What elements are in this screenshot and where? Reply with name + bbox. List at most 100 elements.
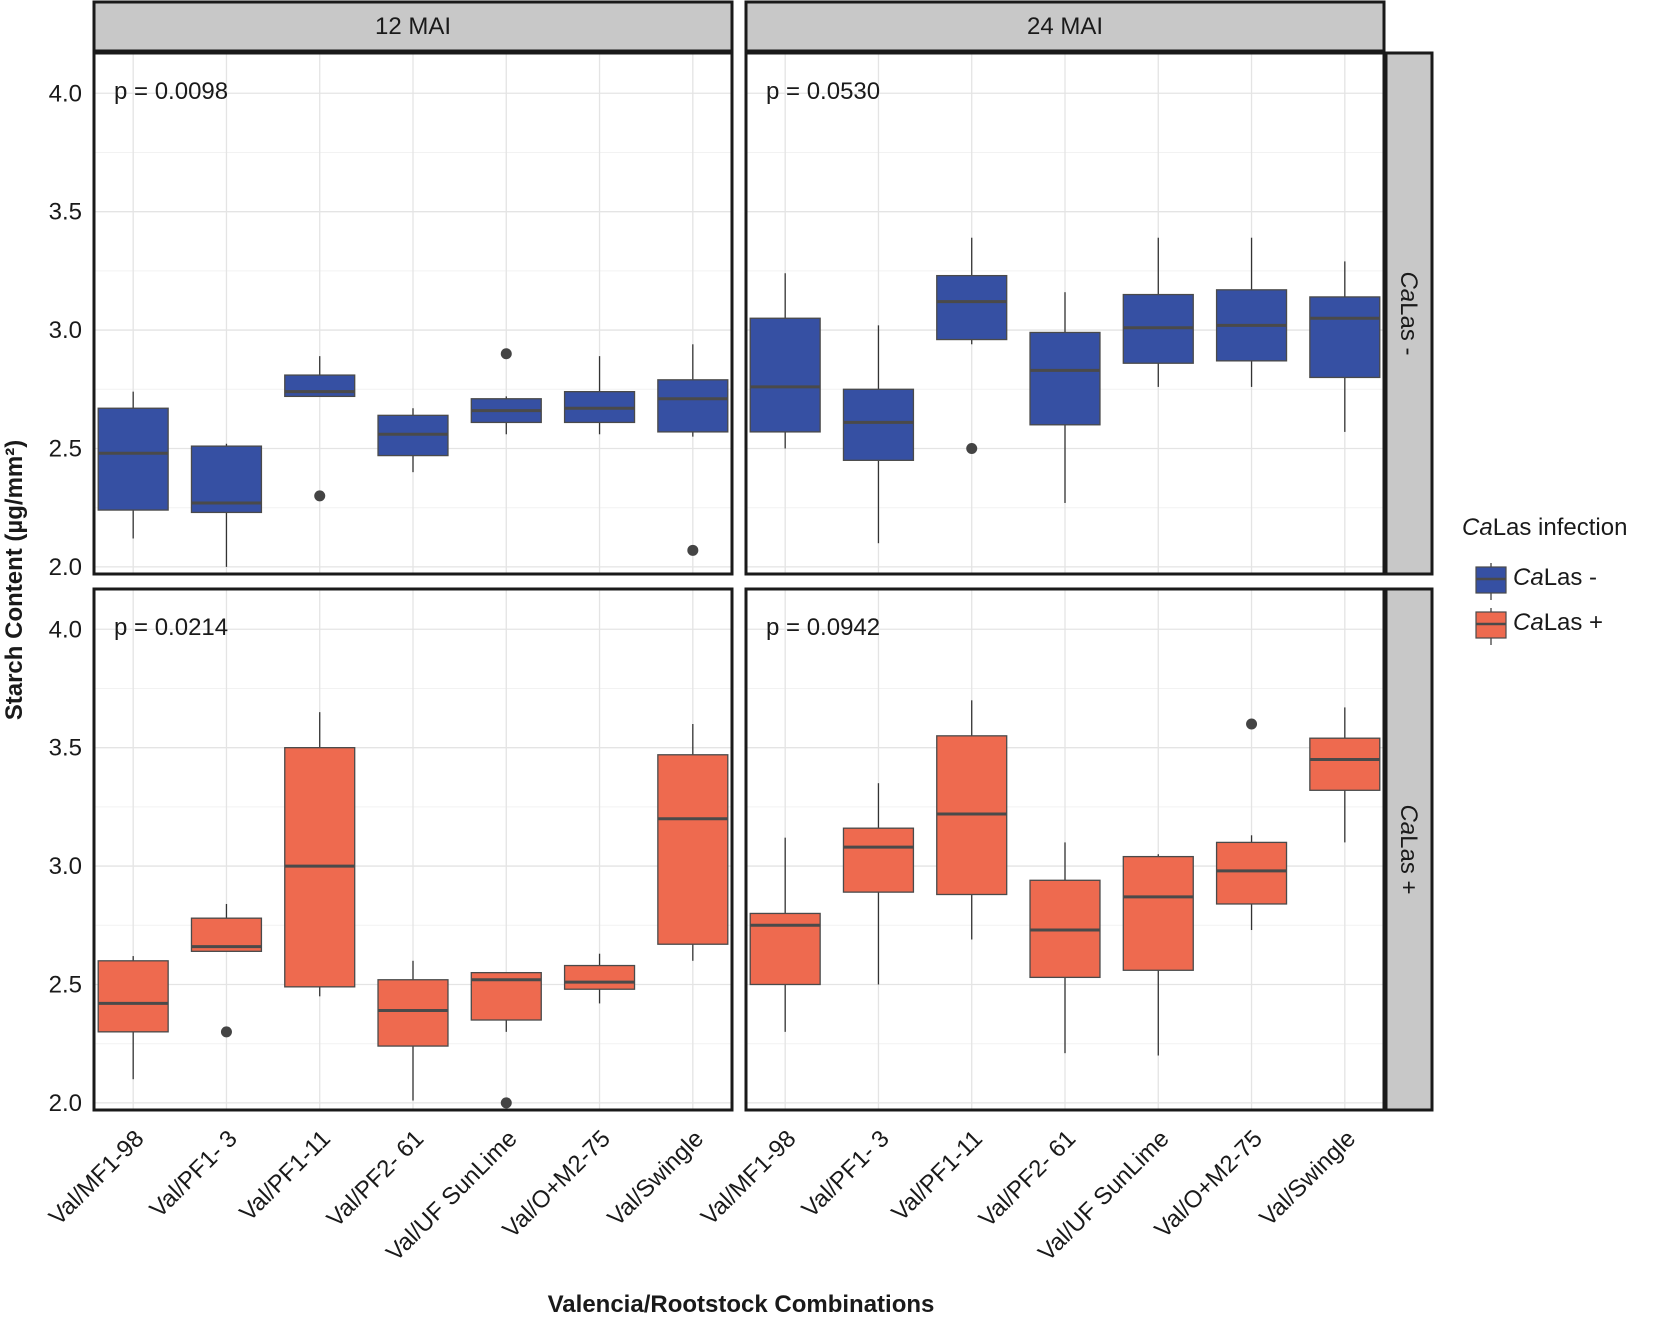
x-tick-label: Val/PF1- 3: [145, 1125, 243, 1223]
x-axis-title: Valencia/Rootstock Combinations: [548, 1291, 935, 1318]
y-tick-label: 4.0: [49, 616, 82, 643]
facet-panels: 12 MAI 24 MAI CaLas - CaLas + p = 0.0098 2.0 2…: [44, 0, 1434, 1267]
x-tick-label: Val/Swingle: [603, 1125, 710, 1232]
box-val-pf1-3: [842, 783, 915, 985]
box-val-pf2-61: [377, 960, 449, 1101]
box-body: [657, 379, 729, 433]
y-tick-label: 3.0: [49, 317, 82, 344]
row-strip-label-0: CaLas -: [1396, 271, 1423, 355]
box-body: [284, 374, 356, 398]
box-val-pf2-61: [377, 408, 449, 473]
box-body: [936, 274, 1008, 341]
box-val-uf-sunlime: [1122, 854, 1194, 1056]
column-strip-1: [744, 0, 1386, 53]
row-strip-label-italic-0: Ca: [1396, 271, 1423, 302]
panel-border: [92, 587, 734, 1112]
box-val-pf1-3: [190, 443, 263, 567]
p-value-label: p = 0.0098: [114, 78, 228, 105]
x-tick-label: Val/PF1-11: [234, 1125, 335, 1226]
panel-1-0: p = 0.02142.02.53.03.54.0Val/MF1-98Val/P…: [44, 587, 734, 1267]
box-body: [842, 827, 915, 893]
x-tick-label: Val/MF1-98: [696, 1125, 802, 1231]
row-strip-label-1: CaLas +: [1396, 804, 1423, 894]
legend-label-calas-neg: CaLas -: [1513, 564, 1597, 591]
panel-border: [92, 51, 734, 576]
box-val-pf1-11: [284, 712, 356, 997]
box-val-uf-sunlime: [470, 971, 542, 1109]
column-strip-label-1: 24 MAI: [1027, 13, 1103, 40]
box-body: [842, 388, 915, 461]
column-strip-0: [92, 0, 734, 53]
y-tick-label: 2.0: [49, 554, 82, 581]
box-body: [1122, 855, 1194, 971]
y-axis-title: Starch Content (µg/mm²): [1, 440, 28, 721]
box-body: [563, 964, 636, 990]
y-tick-label: 2.0: [49, 1090, 82, 1117]
box-val-pf1-3: [842, 325, 915, 544]
box-val-o-m2-75: [1215, 237, 1288, 387]
y-tick-label: 2.5: [49, 971, 82, 998]
legend-item-calas-neg: CaLas -: [1475, 563, 1597, 600]
p-value-label: p = 0.0942: [766, 614, 880, 641]
box-val-swingle: [657, 344, 729, 556]
outlier-point: [500, 1097, 512, 1109]
outlier-point: [1246, 718, 1258, 730]
x-tick-label: Val/PF1- 3: [797, 1125, 895, 1223]
box-body: [1309, 296, 1381, 379]
y-tick-label: 3.0: [49, 853, 82, 880]
box-val-pf1-11: [936, 237, 1008, 454]
box-val-mf1-98: [749, 837, 821, 1032]
legend-title: CaLas infection: [1462, 514, 1627, 541]
column-strip-label-0: 12 MAI: [375, 13, 451, 40]
box-body: [1309, 737, 1381, 791]
box-body: [97, 407, 169, 511]
y-tick-label: 3.5: [49, 735, 82, 762]
y-tick-label: 3.5: [49, 199, 82, 226]
box-body: [657, 754, 729, 945]
box-val-o-m2-75: [563, 953, 636, 1004]
outlier-point: [966, 442, 978, 454]
legend-label-calas-pos: CaLas +: [1513, 609, 1603, 636]
outlier-point: [220, 1026, 232, 1038]
row-strip-0: [1384, 51, 1434, 576]
p-value-label: p = 0.0214: [114, 614, 228, 641]
box-val-mf1-98: [749, 273, 821, 449]
outlier-point: [687, 544, 699, 556]
outlier-point: [500, 348, 512, 360]
box-val-uf-sunlime: [1122, 237, 1194, 387]
y-tick-label: 4.0: [49, 80, 82, 107]
legend: CaLas infection CaLas - CaLas +: [1462, 514, 1627, 645]
box-val-swingle: [1309, 261, 1381, 432]
legend-item-calas-pos: CaLas +: [1475, 608, 1603, 645]
box-val-swingle: [657, 723, 729, 961]
row-strip-label-italic-1: Ca: [1396, 804, 1423, 835]
y-tick-label: 2.5: [49, 435, 82, 462]
box-val-swingle: [1309, 707, 1381, 843]
box-val-pf1-11: [284, 356, 356, 502]
box-body: [749, 317, 821, 433]
row-strip-1: [1384, 587, 1434, 1112]
box-body: [1029, 331, 1101, 426]
box-val-pf1-11: [936, 700, 1008, 940]
box-val-mf1-98: [97, 956, 169, 1080]
panel-0-0: p = 0.0098 2.0 2.5 3.0 3.5 4.0: [49, 51, 734, 581]
panel-border: [744, 51, 1386, 576]
x-tick-label: Val/MF1-98: [44, 1125, 150, 1231]
box-val-pf1-3: [190, 903, 263, 1038]
box-val-o-m2-75: [1215, 718, 1288, 931]
x-tick-label: Val/PF1-11: [886, 1125, 987, 1226]
panel-0-1: p = 0.0530: [744, 51, 1386, 576]
panel-border: [744, 587, 1386, 1112]
box-body: [1215, 841, 1288, 905]
outlier-point: [314, 490, 326, 502]
x-tick-label: Val/Swingle: [1255, 1125, 1362, 1232]
box-body: [190, 445, 263, 514]
p-value-label: p = 0.0530: [766, 78, 880, 105]
box-val-mf1-98: [97, 391, 169, 539]
box-body: [377, 979, 449, 1047]
box-body: [97, 960, 169, 1033]
box-val-pf2-61: [1029, 292, 1101, 503]
box-val-uf-sunlime: [470, 348, 542, 435]
